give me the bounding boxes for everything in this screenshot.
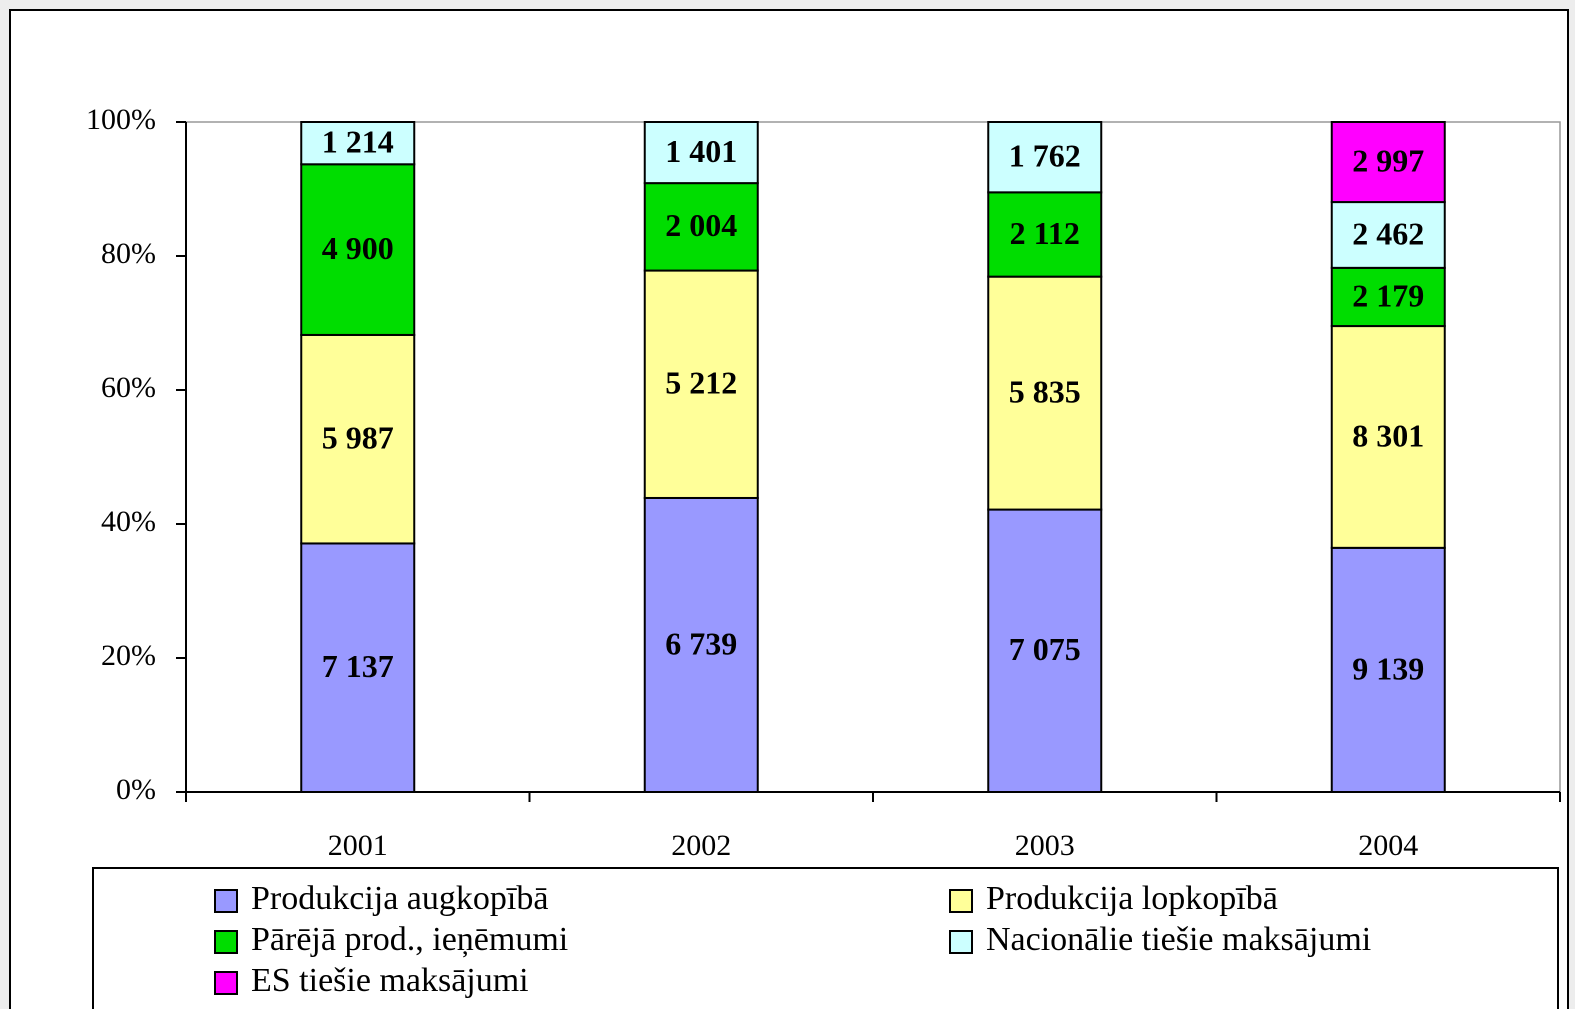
data-label: 8 301	[1352, 417, 1424, 453]
legend-label: Produkcija augkopībā	[251, 880, 548, 917]
data-label: 1 214	[322, 123, 394, 159]
bar-segment	[643, 182, 759, 272]
data-label: 2 997	[1352, 142, 1424, 178]
y-tick-label: 0%	[116, 773, 156, 806]
legend-label: Produkcija lopkopībā	[986, 880, 1278, 917]
data-label: 1 762	[1009, 138, 1081, 174]
bar-segment	[300, 163, 416, 336]
bar-segment	[1330, 266, 1446, 328]
bar-segment	[1330, 201, 1446, 269]
y-tick-label: 100%	[86, 103, 156, 136]
bar-segment	[1330, 325, 1446, 549]
y-tick-label: 20%	[101, 639, 156, 672]
x-tick-label: 2002	[671, 829, 731, 862]
legend-swatch	[949, 930, 973, 954]
data-label: 7 075	[1009, 631, 1081, 667]
data-label: 7 137	[322, 648, 394, 684]
data-label: 5 987	[322, 420, 394, 456]
bar-segment	[1330, 121, 1446, 204]
data-label: 2 462	[1352, 215, 1424, 251]
data-label: 2 112	[1010, 215, 1080, 251]
legend-swatch	[214, 930, 238, 954]
data-label: 1 401	[665, 133, 737, 169]
legend-swatch	[214, 971, 238, 995]
x-tick-label: 2004	[1358, 829, 1418, 862]
data-label: 2 179	[1352, 277, 1424, 313]
legend-swatch	[949, 889, 973, 913]
data-label: 6 739	[665, 625, 737, 661]
y-tick-label: 80%	[101, 237, 156, 270]
y-tick-label: 60%	[101, 371, 156, 404]
data-label: 5 212	[665, 365, 737, 401]
data-label: 5 835	[1009, 373, 1081, 409]
y-tick-label: 40%	[101, 505, 156, 538]
bar-segment	[300, 121, 416, 166]
legend-swatch	[214, 889, 238, 913]
legend-label: Pārējā prod., ieņēmumi	[251, 921, 568, 958]
bar-segment	[1330, 546, 1446, 794]
legend-box	[92, 867, 1559, 1009]
bar-segment	[300, 333, 416, 545]
legend-label: ES tiešie maksājumi	[251, 962, 529, 999]
data-label: 4 900	[322, 230, 394, 266]
legend-label: Nacionālie tiešie maksājumi	[986, 921, 1371, 958]
bar-segment	[643, 121, 759, 185]
x-tick-label: 2003	[1015, 829, 1075, 862]
bar-segment	[643, 496, 759, 793]
data-label: 2 004	[665, 207, 737, 243]
bar-segment	[300, 542, 416, 793]
data-label: 9 139	[1352, 650, 1424, 686]
bar-segment	[987, 508, 1103, 793]
bar-segment	[987, 191, 1103, 278]
x-tick-label: 2001	[328, 829, 388, 862]
bar-segment	[987, 121, 1103, 194]
